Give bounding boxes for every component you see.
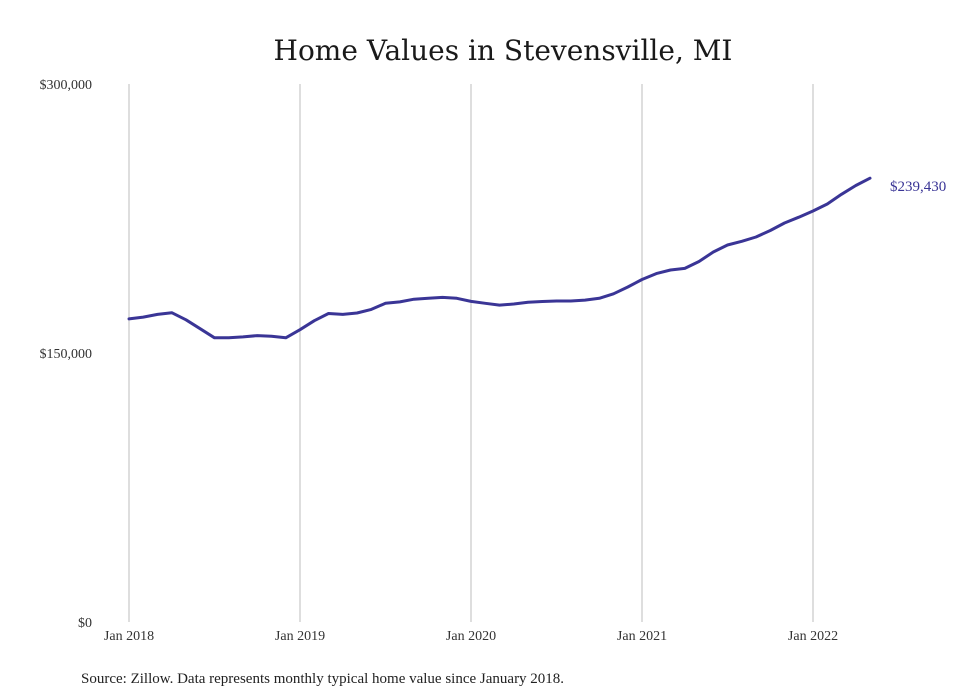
x-tick-label: Jan 2021 [617, 629, 667, 644]
gridlines [128, 84, 814, 622]
series-layer [127, 176, 872, 340]
y-tick-label: $0 [78, 616, 92, 631]
y-tick-label: $300,000 [40, 78, 93, 93]
chart-title: Home Values in Stevensville, MI [274, 34, 733, 67]
last-value-label: $239,430 [890, 179, 946, 195]
x-tick-label: Jan 2020 [446, 629, 496, 644]
x-axis-tick-labels: Jan 2018 Jan 2019 Jan 2020 Jan 2021 Jan 2022 [104, 629, 838, 644]
home-value-line [127, 176, 872, 340]
x-tick-label: Jan 2019 [275, 629, 325, 644]
y-axis-tick-labels: $300,000 $150,000 $0 [40, 78, 93, 631]
x-tick-label: Jan 2018 [104, 629, 154, 644]
source-note: Source: Zillow. Data represents monthly … [81, 671, 564, 687]
y-tick-label: $150,000 [40, 347, 93, 362]
x-tick-label: Jan 2022 [788, 629, 838, 644]
